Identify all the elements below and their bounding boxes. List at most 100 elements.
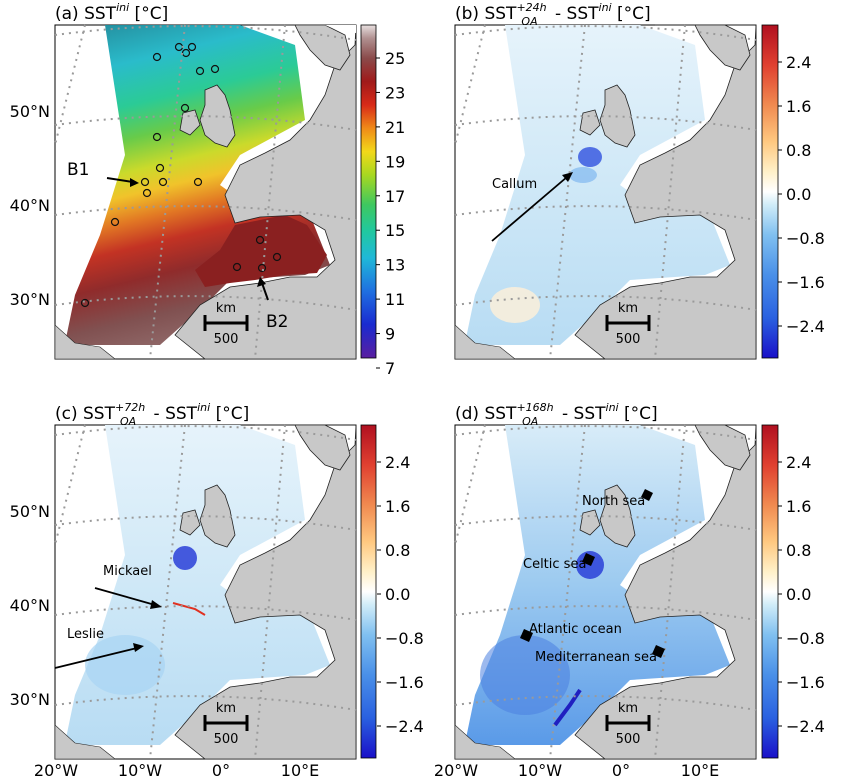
annotation-label: Atlantic ocean (529, 622, 622, 637)
colorbar-tick-label: 13 (385, 256, 405, 275)
buoy (80, 298, 90, 308)
colorbar-tick-label: 23 (385, 83, 405, 102)
title-sup: +72h (115, 401, 145, 414)
panel-title: (a) SSTini [°C] (55, 1, 168, 24)
lon-label: 10°W (118, 761, 162, 779)
colorbar-tick-label: −1.6 (786, 273, 825, 292)
title-unit: [°C] (619, 404, 658, 424)
lat-label: 50°N (10, 102, 50, 121)
title-unit: [°C] (210, 404, 249, 424)
anomaly-patch (480, 635, 570, 715)
annotation-label: B1 (67, 160, 89, 180)
title-sup: ini (197, 401, 210, 414)
land-scandinavia (294, 424, 351, 471)
annotation-label: Mickael (103, 564, 152, 579)
marker-mediterranean-sea (652, 645, 665, 658)
panel-b (454, 24, 757, 360)
annotation-label: North sea (582, 494, 645, 509)
title-sup: ini (116, 1, 129, 14)
colorbar-tick-label: 9 (385, 325, 395, 344)
colorbar-tick-label: 0.0 (385, 585, 410, 604)
colorbar-tick-label: 17 (385, 187, 405, 206)
colorbar-tick-label: 1.6 (786, 97, 811, 116)
anomaly-cold-coast (553, 688, 582, 727)
scale-bar-unit: km (618, 301, 638, 316)
colorbar-tick-label: −0.8 (786, 229, 825, 248)
colorbar-tick-label: 2.4 (786, 453, 811, 472)
land-africa-west (54, 724, 116, 760)
colorbar-c (360, 424, 377, 759)
annotation-label: Callum (492, 177, 537, 192)
annotation-label: B2 (266, 312, 288, 332)
title-prefix: (b) SST (455, 4, 517, 24)
title-prefix: (d) SST (455, 404, 517, 424)
lat-label: 30°N (10, 290, 50, 309)
buoy (158, 177, 168, 187)
anomaly-warm-patch (490, 287, 540, 323)
buoy (152, 52, 162, 62)
lon-label: 0° (612, 761, 630, 779)
colorbar-tick-label: 1.6 (786, 497, 811, 516)
title-sup: +24h (516, 1, 546, 14)
title-sup: ini (599, 1, 612, 14)
lat-label: 40°N (10, 196, 50, 215)
title-sup: +168h (516, 401, 553, 414)
buoy (187, 42, 197, 52)
buoy (255, 235, 265, 245)
annotation-leslie-arrow (54, 643, 144, 669)
anomaly-cold-patch (173, 546, 197, 570)
colorbar-tick-label: 0.8 (385, 541, 410, 560)
land-scandinavia (694, 24, 751, 71)
buoy-markers (80, 42, 282, 308)
colorbar-tick-label: 19 (385, 152, 405, 171)
colorbar-tick-label: −2.4 (385, 717, 424, 736)
scale-bar (605, 715, 651, 731)
scale-bar-unit: km (216, 301, 236, 316)
land-africa-west (454, 724, 516, 760)
land-scandinavia (294, 24, 351, 71)
colorbar-tick-label: 15 (385, 221, 405, 240)
scale-bar-value: 500 (214, 732, 239, 747)
buoy (155, 163, 165, 173)
colorbar-tick-label: 21 (385, 118, 405, 137)
scale-bar-unit: km (216, 701, 236, 716)
annotation-label: Leslie (67, 627, 104, 642)
land-africa-west (454, 324, 516, 360)
buoy (195, 66, 205, 76)
colorbar-tick-label: 2.4 (786, 53, 811, 72)
buoy (180, 103, 190, 113)
colorbar-tick-label: −1.6 (786, 673, 825, 692)
land-europe (174, 424, 357, 760)
colorbar-tick-label: −1.6 (385, 673, 424, 692)
buoy (257, 263, 267, 273)
marker-atlantic-ocean (520, 629, 533, 642)
buoy (110, 217, 120, 227)
buoy (210, 64, 220, 74)
panel-title: (b) SST+24h OA - SSTini [°C] (455, 1, 651, 28)
title-unit: [°C] (129, 4, 168, 24)
text-layer: (a) SSTini [°C]252321191715131197km500(b… (10, 1, 825, 779)
lon-label: 0° (212, 761, 230, 779)
colorbar-tick-label: 7 (385, 359, 395, 378)
anomaly-patch (85, 635, 165, 695)
buoy (142, 188, 152, 198)
colorbar-tick-label: 0.0 (786, 185, 811, 204)
lon-label: 20°W (34, 761, 78, 779)
scale-bar (203, 715, 249, 731)
lat-label: 50°N (10, 502, 50, 521)
colorbar-tick-label: 25 (385, 49, 405, 68)
land-scandinavia (694, 424, 751, 471)
title-mid: - SST (148, 404, 198, 424)
colorbar-tick-label: −2.4 (786, 717, 825, 736)
marker-north-sea (641, 489, 653, 501)
title-mid: - SST (557, 404, 607, 424)
buoy (140, 177, 150, 187)
lat-label: 30°N (10, 690, 50, 709)
lon-label: 10°E (681, 761, 719, 779)
mediterranean-field (195, 215, 327, 287)
scale-bar-unit: km (618, 701, 638, 716)
anomaly-warm-coast (172, 602, 206, 616)
title-prefix: (a) SST (55, 4, 117, 24)
colorbar-d (761, 424, 779, 759)
